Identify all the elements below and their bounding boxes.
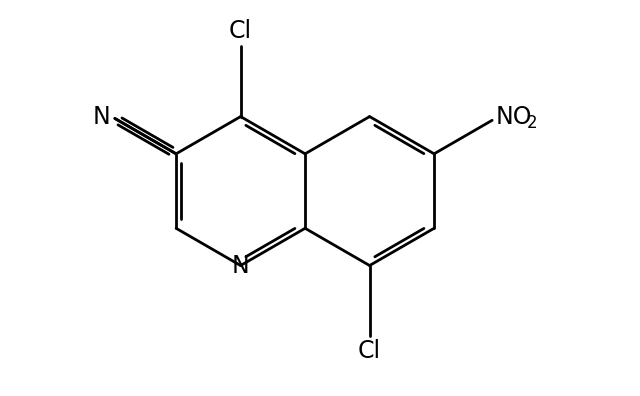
Text: 2: 2: [527, 114, 537, 132]
Text: Cl: Cl: [358, 339, 381, 363]
Text: Cl: Cl: [229, 19, 252, 43]
Text: N: N: [232, 253, 250, 278]
Text: N: N: [93, 105, 111, 129]
Text: NO: NO: [496, 105, 532, 129]
